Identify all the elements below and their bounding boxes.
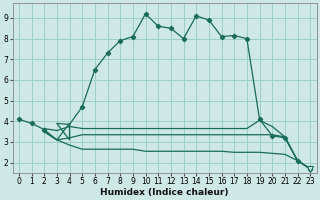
X-axis label: Humidex (Indice chaleur): Humidex (Indice chaleur)	[100, 188, 229, 197]
